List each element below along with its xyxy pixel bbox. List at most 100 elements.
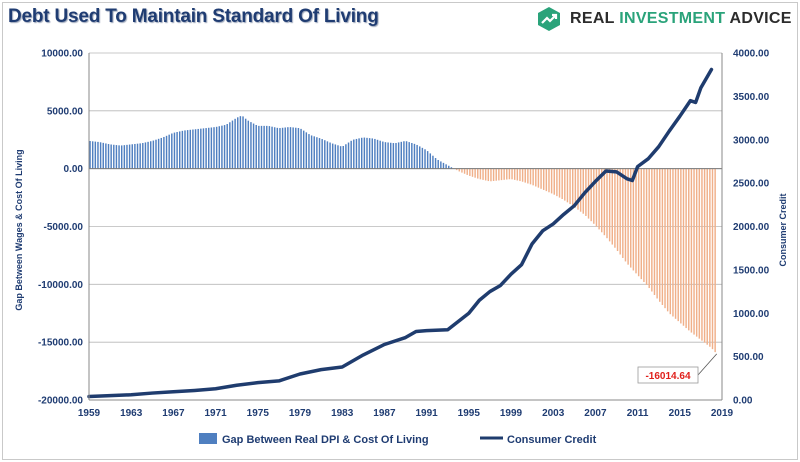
gap-bar bbox=[247, 120, 250, 169]
gap-bar bbox=[221, 125, 223, 169]
consumer-credit-line bbox=[87, 67, 714, 399]
gap-bar bbox=[168, 134, 170, 169]
gap-bar bbox=[709, 168, 711, 347]
gap-bar bbox=[635, 168, 637, 274]
gap-bar bbox=[711, 168, 714, 350]
y-right-tick-label: 1000.00 bbox=[733, 309, 770, 320]
x-tick-label: 1979 bbox=[289, 408, 312, 419]
gap-bar bbox=[229, 122, 231, 169]
gap-bar bbox=[408, 142, 410, 169]
gap-bar bbox=[498, 168, 500, 181]
y-right-tick-label: 2000.00 bbox=[733, 222, 770, 233]
gap-bar bbox=[339, 146, 342, 169]
gap-bar bbox=[144, 142, 147, 169]
gap-bar bbox=[411, 142, 413, 169]
legend-label-credit: Consumer Credit bbox=[507, 434, 597, 446]
y-left-tick-label: -10000.00 bbox=[38, 280, 83, 291]
gap-bar bbox=[360, 137, 363, 169]
gap-bar bbox=[149, 141, 152, 169]
callout-box bbox=[637, 366, 699, 384]
gap-bar bbox=[490, 168, 492, 182]
gap-bar bbox=[690, 168, 693, 333]
gap-bar bbox=[400, 141, 402, 169]
gap-bar bbox=[405, 141, 408, 169]
min-value-callout: -16014.64 bbox=[637, 353, 718, 384]
gap-bar bbox=[250, 122, 252, 169]
gap-bar bbox=[165, 135, 168, 169]
x-tick-label: 1971 bbox=[204, 408, 227, 419]
gap-bar bbox=[91, 141, 94, 169]
gap-bar bbox=[305, 132, 308, 169]
gap-bar bbox=[345, 144, 347, 169]
gap-bar bbox=[118, 145, 120, 169]
gap-bar bbox=[213, 127, 215, 169]
gap-bar bbox=[506, 168, 508, 180]
x-tick-label: 1967 bbox=[162, 408, 185, 419]
gap-bar bbox=[281, 127, 284, 169]
x-tick-label: 2003 bbox=[542, 408, 565, 419]
gap-bar bbox=[231, 120, 234, 169]
gap-bar bbox=[413, 143, 416, 169]
gap-bar bbox=[455, 168, 458, 171]
gap-bars bbox=[89, 116, 716, 353]
x-tick-label: 1959 bbox=[78, 408, 101, 419]
gap-bar bbox=[205, 128, 207, 169]
gap-bar bbox=[622, 168, 624, 258]
gap-bar bbox=[693, 168, 695, 335]
gap-bar bbox=[223, 125, 226, 169]
x-tick-label: 1983 bbox=[331, 408, 354, 419]
legend-swatch-gap bbox=[199, 433, 217, 444]
gap-bar bbox=[624, 168, 627, 262]
gap-bar bbox=[682, 168, 685, 326]
gap-bar bbox=[524, 168, 526, 183]
gap-bar bbox=[110, 144, 112, 169]
gap-bar bbox=[680, 168, 682, 324]
gap-bar bbox=[152, 140, 155, 169]
y-axis-right-title: Consumer Credit bbox=[778, 193, 788, 266]
gap-bar bbox=[173, 132, 176, 169]
gap-bar bbox=[445, 164, 447, 169]
gap-bar bbox=[179, 131, 181, 169]
gap-bar bbox=[627, 168, 629, 265]
gap-bar bbox=[226, 124, 228, 169]
chart-title: Debt Used To Maintain Standard Of Living bbox=[8, 6, 379, 27]
gap-bar bbox=[353, 139, 355, 169]
gap-bar bbox=[426, 151, 429, 169]
y-right-tick-label: 2500.00 bbox=[733, 179, 770, 190]
gap-bar bbox=[500, 168, 503, 181]
y-right-tick-label: 3000.00 bbox=[733, 135, 770, 146]
gap-bar bbox=[136, 143, 139, 169]
gap-bar bbox=[521, 168, 524, 182]
gap-bar bbox=[653, 168, 656, 295]
legend-label-gap: Gap Between Real DPI & Cost Of Living bbox=[222, 434, 429, 446]
gap-bar bbox=[590, 168, 592, 222]
gap-bar bbox=[392, 143, 395, 169]
gap-bar bbox=[429, 153, 432, 169]
gap-bar bbox=[651, 168, 653, 292]
gap-bar bbox=[432, 155, 434, 169]
gap-bar bbox=[503, 168, 505, 180]
gap-bar bbox=[601, 168, 603, 233]
gap-bar bbox=[556, 168, 558, 197]
gap-bar bbox=[331, 143, 334, 169]
gap-bar bbox=[688, 168, 690, 331]
gap-bar bbox=[355, 138, 358, 169]
gap-bar bbox=[342, 146, 344, 169]
gap-bar bbox=[208, 127, 210, 169]
gap-bar bbox=[442, 162, 445, 169]
gap-bar bbox=[184, 130, 186, 169]
y-right-tick-label: 1500.00 bbox=[733, 265, 770, 276]
gap-bar bbox=[698, 168, 701, 339]
gap-bar bbox=[469, 168, 471, 176]
x-tick-label: 1991 bbox=[415, 408, 438, 419]
gap-bar bbox=[113, 144, 115, 169]
gap-bar bbox=[595, 168, 598, 227]
gap-bar bbox=[421, 147, 424, 169]
x-tick-label: 1995 bbox=[458, 408, 481, 419]
gap-bar bbox=[171, 133, 173, 169]
gap-bar bbox=[244, 118, 247, 169]
gap-bar bbox=[637, 168, 640, 277]
gap-bar bbox=[347, 142, 350, 169]
gap-bar bbox=[508, 168, 511, 180]
y-right-tick-label: 0.00 bbox=[733, 396, 753, 407]
